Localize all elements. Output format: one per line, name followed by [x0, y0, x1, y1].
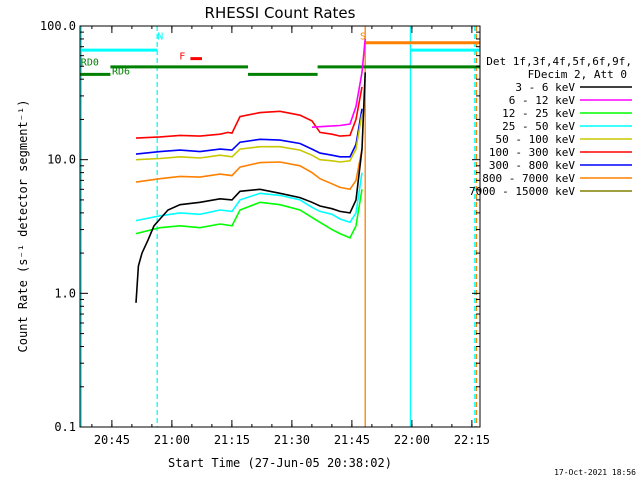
x-tick-label: 21:00 [154, 433, 190, 447]
legend: Det 1f,3f,4f,5f,6f,9f, FDecim 2, Att 0 3… [469, 55, 632, 198]
flag-marker-n: N [157, 32, 163, 43]
legend-entry-label: 12 - 25 keV [502, 107, 575, 120]
series-line-800-7000-kev [135, 148, 363, 191]
flag-marker-f: F [179, 52, 185, 63]
legend-entry-label: 50 - 100 keV [496, 133, 576, 146]
x-tick-label: 21:15 [214, 433, 250, 447]
series-line-6-12-kev [311, 38, 366, 128]
legend-entry-label: 100 - 300 keV [489, 146, 575, 159]
footer-timestamp: 17-Oct-2021 18:56 [554, 468, 636, 477]
legend-entry-label: 3 - 6 keV [515, 81, 575, 94]
legend-entry-label: 6 - 12 keV [509, 94, 576, 107]
legend-entry-label: 300 - 800 keV [489, 159, 575, 172]
series-line-50-100-kev [135, 113, 363, 163]
y-tick-label: 1.0 [54, 286, 76, 300]
vertical-lines [80, 26, 478, 427]
series-lines [135, 38, 366, 303]
chart-title: RHESSI Count Rates [205, 4, 356, 22]
legend-header-line-1: Det 1f,3f,4f,5f,6f,9f, [486, 55, 632, 68]
series-line-3-6-kev [135, 72, 366, 303]
series-line-12-25-kev [135, 189, 363, 239]
x-tick-label: 21:30 [274, 433, 310, 447]
flag-bars [80, 41, 480, 76]
x-tick-label: 20:45 [94, 433, 130, 447]
y-axis-ticks: 100.0 10.0 1.0 0.1 [40, 19, 480, 434]
legend-header-line-2: FDecim 2, Att 0 [528, 68, 627, 81]
x-tick-label: 21:45 [334, 433, 370, 447]
legend-entry-label: 800 - 7000 keV [482, 172, 575, 185]
x-tick-label: 22:00 [394, 433, 430, 447]
y-tick-label: 10.0 [47, 153, 76, 167]
series-line-300-800-kev [135, 108, 363, 158]
x-axis-ticks: 20:45 21:00 21:15 21:30 21:45 22:00 22:15 [91, 26, 490, 447]
x-axis-label: Start Time (27-Jun-05 20:38:02) [168, 456, 392, 470]
y-tick-label: 100.0 [40, 19, 76, 33]
flag-marker-s: S [360, 32, 366, 43]
flag-marker-rd0: RD0 [81, 58, 99, 69]
legend-entry-label: 7000 - 15000 keV [469, 185, 575, 198]
legend-entry-label: 25 - 50 keV [502, 120, 575, 133]
flag-markers: N F S RD0 RD6 [81, 32, 366, 78]
x-tick-label: 22:15 [454, 433, 490, 447]
series-line-100-300-kev [135, 86, 363, 139]
flag-marker-rd6: RD6 [112, 66, 130, 77]
series-line-25-50-kev [135, 172, 363, 224]
plot-frame [79, 25, 481, 428]
y-axis-label: Count Rate (s⁻¹ detector segment⁻¹) [16, 100, 30, 353]
y-tick-label: 0.1 [54, 420, 76, 434]
